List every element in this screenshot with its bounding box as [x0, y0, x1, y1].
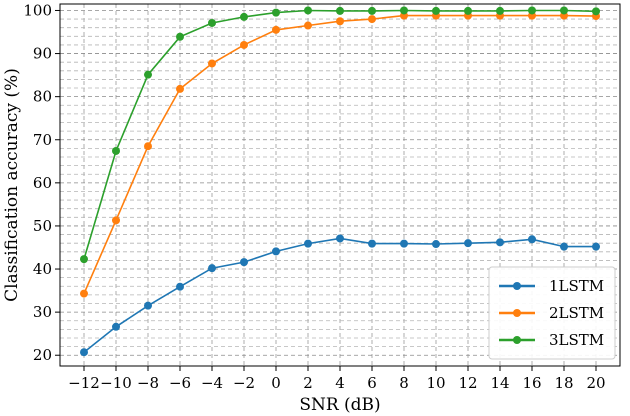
data-point-2lstm	[144, 142, 152, 151]
legend-marker-1lstm	[513, 282, 521, 290]
data-point-1lstm	[336, 234, 344, 243]
x-tick-label: 6	[367, 374, 377, 392]
data-point-2lstm	[80, 289, 88, 298]
data-point-1lstm	[368, 239, 376, 248]
data-point-3lstm	[272, 8, 280, 17]
y-tick-label: 100	[23, 1, 52, 19]
x-tick-label: 18	[554, 374, 573, 392]
data-point-1lstm	[592, 242, 600, 251]
series-2lstm	[80, 11, 600, 298]
y-tick-label: 20	[33, 346, 52, 364]
x-tick-label: −2	[233, 374, 255, 392]
data-point-1lstm	[112, 322, 120, 331]
data-point-3lstm	[464, 6, 472, 15]
y-axis-title: Classification accuracy (%)	[2, 68, 22, 302]
data-point-3lstm	[400, 6, 408, 15]
x-axis-title: SNR (dB)	[299, 395, 380, 415]
data-point-2lstm	[272, 25, 280, 34]
series-layer	[80, 6, 600, 357]
legend-entry-3lstm: 3LSTM	[499, 331, 604, 349]
data-point-1lstm	[144, 301, 152, 310]
legend-label-1lstm: 1LSTM	[549, 277, 604, 295]
x-tick-label: 20	[586, 374, 605, 392]
data-point-1lstm	[80, 348, 88, 357]
data-point-1lstm	[272, 247, 280, 256]
data-point-2lstm	[176, 84, 184, 93]
y-tick-label: 60	[33, 174, 52, 192]
data-point-2lstm	[336, 17, 344, 26]
x-tick-label: 14	[490, 374, 509, 392]
data-point-1lstm	[560, 242, 568, 251]
data-point-3lstm	[80, 255, 88, 264]
data-point-1lstm	[464, 239, 472, 248]
legend-entry-2lstm: 2LSTM	[499, 304, 604, 322]
y-tick-label: 80	[33, 88, 52, 106]
data-point-3lstm	[592, 7, 600, 16]
y-tick-label: 50	[33, 217, 52, 235]
series-3lstm	[80, 6, 600, 264]
x-tick-label: −4	[201, 374, 223, 392]
data-point-3lstm	[240, 12, 248, 21]
data-point-3lstm	[560, 6, 568, 15]
x-tick-label: 10	[426, 374, 445, 392]
data-point-1lstm	[176, 282, 184, 291]
data-point-1lstm	[240, 258, 248, 267]
x-tick-label: 4	[335, 374, 345, 392]
grid	[60, 4, 620, 366]
y-tick-label: 90	[33, 45, 52, 63]
x-tick-label: −6	[169, 374, 191, 392]
data-point-3lstm	[336, 6, 344, 15]
data-point-1lstm	[304, 239, 312, 248]
data-point-3lstm	[176, 32, 184, 41]
legend-label-2lstm: 2LSTM	[549, 304, 604, 322]
data-point-1lstm	[208, 264, 216, 273]
data-point-3lstm	[496, 6, 504, 15]
data-point-1lstm	[496, 238, 504, 247]
data-point-2lstm	[368, 15, 376, 24]
data-point-3lstm	[112, 146, 120, 155]
series-1lstm	[80, 234, 600, 357]
data-point-3lstm	[208, 18, 216, 27]
axes: −12 −10 −8 −6 −4 −2 0 2 4 6 8 10 12 14 16 18 20 20 30 40 50 6…	[2, 1, 621, 415]
x-tick-label: 2	[303, 374, 313, 392]
x-tick-label: 12	[458, 374, 477, 392]
data-point-1lstm	[400, 239, 408, 248]
legend-box	[488, 266, 616, 360]
data-point-2lstm	[240, 40, 248, 49]
data-point-3lstm	[368, 6, 376, 15]
x-tick-label: 16	[522, 374, 541, 392]
x-tick-label: −8	[137, 374, 159, 392]
data-point-2lstm	[208, 59, 216, 68]
data-point-3lstm	[304, 6, 312, 15]
data-point-3lstm	[144, 70, 152, 79]
legend-label-3lstm: 3LSTM	[549, 331, 604, 349]
data-point-1lstm	[432, 240, 440, 249]
legend-marker-2lstm	[513, 309, 521, 317]
x-tick-label: 8	[399, 374, 409, 392]
data-point-1lstm	[528, 235, 536, 244]
y-tick-label: 40	[33, 260, 52, 278]
legend: 1LSTM 2LSTM 3LSTM	[488, 266, 616, 360]
x-tick-label: 0	[271, 374, 281, 392]
data-point-3lstm	[432, 6, 440, 15]
legend-entry-1lstm: 1LSTM	[499, 277, 604, 295]
data-point-3lstm	[528, 6, 536, 15]
x-tick-label: −10	[100, 374, 132, 392]
y-tick-label: 70	[33, 131, 52, 149]
x-tick-label: −12	[68, 374, 100, 392]
data-point-2lstm	[112, 216, 120, 225]
y-tick-label: 30	[33, 303, 52, 321]
data-point-2lstm	[304, 21, 312, 30]
legend-marker-3lstm	[513, 336, 521, 344]
